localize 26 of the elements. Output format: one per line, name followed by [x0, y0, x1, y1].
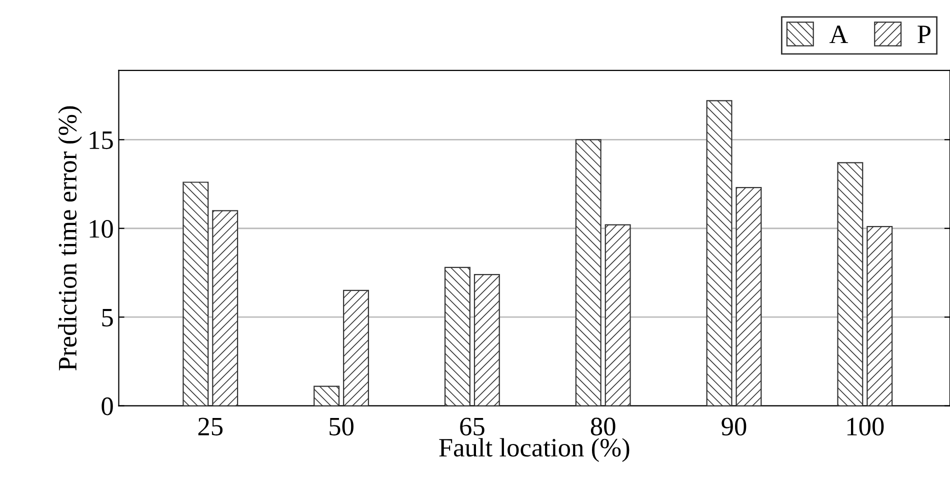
bar	[343, 290, 370, 406]
x-axis-title: Fault location (%)	[439, 438, 630, 462]
bar	[314, 386, 340, 406]
x-tick-label: 80	[590, 418, 616, 436]
x-tick-label: 25	[198, 418, 223, 436]
y-tick-label: 10	[90, 220, 113, 238]
bar	[866, 226, 893, 406]
y-axis-title: Prediction time error (%)	[58, 106, 82, 370]
legend-label: P	[918, 26, 930, 44]
bar	[837, 162, 864, 406]
bar	[474, 274, 500, 406]
bar	[736, 187, 762, 406]
y-tick-label: 0	[102, 397, 113, 416]
bar	[575, 139, 602, 406]
x-tick-label: 100	[847, 418, 884, 436]
bar	[706, 100, 732, 406]
bar	[212, 210, 238, 406]
x-tick-label: 90	[722, 418, 746, 436]
bar	[604, 224, 631, 406]
x-tick-label: 65	[460, 418, 484, 436]
legend-label: A	[829, 26, 848, 44]
x-tick-label: 50	[330, 418, 354, 436]
y-tick-label: 5	[102, 308, 113, 327]
bar	[444, 266, 470, 406]
bar	[182, 182, 209, 406]
y-tick-label: 15	[90, 131, 113, 150]
